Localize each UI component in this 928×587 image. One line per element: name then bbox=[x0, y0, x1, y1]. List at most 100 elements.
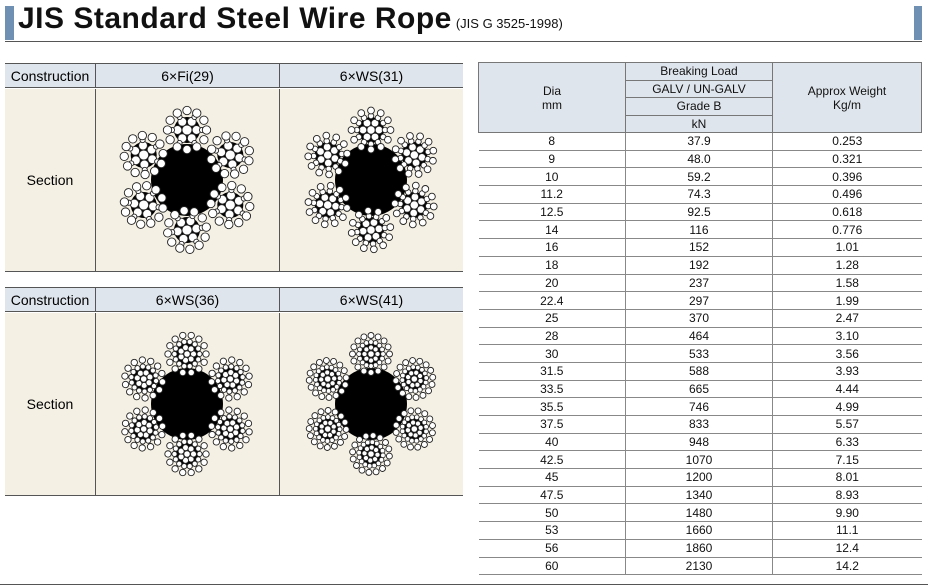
wire bbox=[200, 232, 210, 242]
wire bbox=[227, 180, 237, 191]
wire bbox=[200, 358, 208, 366]
wire bbox=[379, 241, 387, 250]
wire bbox=[306, 369, 314, 377]
wire bbox=[374, 224, 384, 234]
dia-cell: 33.5 bbox=[478, 380, 626, 399]
wire bbox=[400, 440, 408, 448]
wire bbox=[325, 388, 332, 394]
wire bbox=[365, 468, 373, 476]
table-row: 22.4 297 1.99 bbox=[478, 291, 922, 310]
wire bbox=[124, 436, 132, 444]
wire bbox=[356, 436, 363, 443]
weight-cell: 11.1 bbox=[772, 521, 922, 540]
wire bbox=[128, 422, 135, 429]
wire bbox=[402, 359, 410, 367]
wire bbox=[318, 428, 325, 435]
wire bbox=[195, 456, 202, 463]
wire bbox=[332, 133, 341, 142]
wire bbox=[329, 380, 336, 387]
wire bbox=[382, 214, 391, 222]
dia-cell: 20 bbox=[478, 274, 626, 293]
wire bbox=[336, 379, 342, 386]
wire bbox=[310, 438, 318, 446]
wire bbox=[335, 430, 342, 437]
wire bbox=[242, 436, 250, 444]
wire bbox=[362, 461, 369, 468]
wire bbox=[374, 333, 382, 341]
core bbox=[151, 368, 223, 440]
wire bbox=[385, 233, 393, 242]
wire bbox=[371, 462, 378, 469]
wire bbox=[410, 364, 417, 370]
wire bbox=[428, 429, 436, 437]
wire bbox=[405, 374, 412, 381]
wire bbox=[404, 169, 413, 178]
wire bbox=[358, 125, 368, 135]
wire bbox=[355, 210, 363, 219]
wire bbox=[414, 381, 421, 388]
wire bbox=[413, 369, 420, 376]
table-row: 37.5 833 5.57 bbox=[478, 415, 922, 434]
dia-cell: 53 bbox=[478, 521, 626, 540]
wire bbox=[239, 422, 246, 429]
wire bbox=[429, 373, 437, 381]
wire bbox=[186, 438, 193, 445]
weight-cell: 5.57 bbox=[772, 415, 922, 434]
table-row: 40 948 6.33 bbox=[478, 433, 922, 452]
wire bbox=[239, 379, 246, 386]
wire bbox=[181, 438, 188, 445]
wire bbox=[396, 164, 404, 173]
wire bbox=[209, 189, 219, 199]
wire bbox=[315, 168, 324, 177]
wire bbox=[147, 357, 155, 365]
grade-header: Grade B bbox=[625, 97, 773, 116]
load-cell: 1480 bbox=[625, 503, 773, 523]
wire bbox=[177, 453, 185, 461]
wire bbox=[179, 468, 187, 477]
wire bbox=[382, 439, 389, 446]
wire bbox=[229, 381, 237, 389]
wire bbox=[308, 188, 317, 197]
dia-header: Dia mm bbox=[478, 62, 626, 133]
wire bbox=[195, 345, 202, 352]
wire bbox=[182, 105, 192, 116]
wire bbox=[133, 374, 141, 382]
wire bbox=[423, 423, 429, 430]
table-row: 33.5 665 4.44 bbox=[478, 380, 922, 399]
wire bbox=[320, 437, 326, 443]
wire bbox=[408, 142, 417, 152]
wire bbox=[177, 353, 185, 361]
wire bbox=[186, 463, 193, 470]
table-row: 9 48.0 0.321 bbox=[478, 150, 922, 169]
weight-cell: 12.4 bbox=[772, 539, 922, 558]
wire bbox=[409, 208, 418, 218]
wire bbox=[136, 414, 143, 421]
wire bbox=[228, 356, 236, 364]
wire bbox=[200, 342, 208, 350]
wire bbox=[337, 412, 345, 420]
construction-label: Construction bbox=[5, 64, 95, 88]
wire bbox=[350, 135, 358, 144]
wire bbox=[146, 373, 154, 381]
wire bbox=[322, 357, 330, 364]
wire bbox=[219, 443, 227, 451]
wire bbox=[418, 218, 427, 227]
load-cell: 948 bbox=[625, 433, 773, 452]
wire bbox=[153, 377, 160, 384]
wire bbox=[408, 370, 415, 377]
wire bbox=[190, 450, 197, 458]
wire bbox=[341, 433, 349, 440]
wire bbox=[342, 425, 350, 433]
wire bbox=[222, 364, 229, 371]
wire bbox=[128, 379, 135, 386]
wire bbox=[399, 428, 406, 435]
wire bbox=[121, 419, 130, 427]
wire bbox=[187, 355, 195, 363]
weight-cell: 8.01 bbox=[772, 468, 922, 487]
wire bbox=[372, 468, 380, 476]
wire bbox=[357, 355, 363, 362]
wire bbox=[332, 367, 339, 373]
wire bbox=[192, 108, 202, 118]
dia-cell: 45 bbox=[478, 468, 626, 487]
wire bbox=[155, 386, 164, 394]
